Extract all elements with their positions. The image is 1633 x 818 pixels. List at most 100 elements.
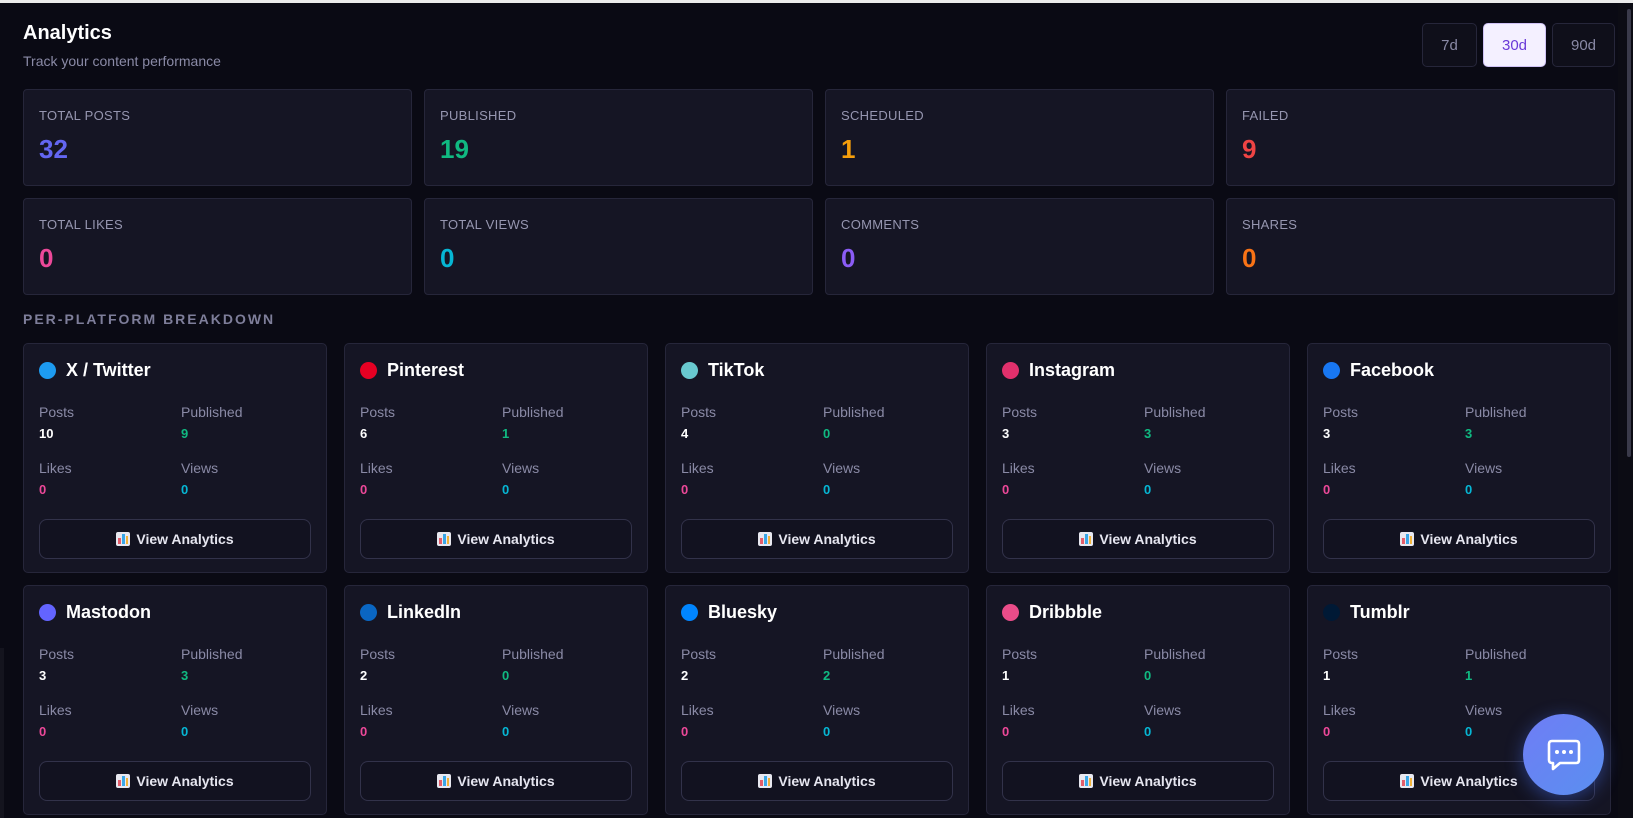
- likes-metric: Likes 0: [681, 702, 714, 739]
- stat-value: 0: [1242, 243, 1257, 273]
- published-metric: Published 3: [1465, 404, 1527, 441]
- platform-color-dot-icon: [360, 362, 377, 379]
- views-label: Views: [181, 702, 219, 718]
- view-analytics-button[interactable]: View Analytics: [360, 761, 632, 801]
- views-label: Views: [1144, 702, 1182, 718]
- posts-metric: Posts 3: [1002, 404, 1037, 441]
- view-analytics-button[interactable]: View Analytics: [39, 761, 311, 801]
- likes-metric: Likes 0: [1323, 702, 1356, 739]
- posts-label: Posts: [681, 404, 717, 420]
- likes-value: 0: [360, 724, 368, 739]
- published-value: 1: [502, 426, 510, 441]
- views-label: Views: [502, 460, 540, 476]
- range-30d-button[interactable]: 30d: [1483, 23, 1546, 67]
- platform-header: Tumblr: [1323, 602, 1410, 623]
- views-value: 0: [502, 482, 510, 497]
- likes-metric: Likes 0: [39, 460, 72, 497]
- bar-chart-icon: [437, 532, 452, 546]
- bar-chart-icon: [758, 532, 773, 546]
- platform-name: TikTok: [708, 360, 765, 380]
- posts-metric: Posts 3: [39, 646, 74, 683]
- platform-card-instagram: Instagram Posts 3 Published 3 Likes 0 Views 0 Vie…: [986, 343, 1290, 573]
- published-value: 3: [1144, 426, 1152, 441]
- likes-metric: Likes 0: [1002, 460, 1035, 497]
- summary-stats: TOTAL POSTS 32 PUBLISHED 19 SCHEDULED 1 FAILED…: [23, 89, 1615, 295]
- view-analytics-button[interactable]: View Analytics: [681, 519, 953, 559]
- views-metric: Views 0: [823, 460, 860, 497]
- likes-label: Likes: [1323, 702, 1356, 718]
- platform-name: Dribbble: [1029, 602, 1103, 622]
- platform-card-pinterest: Pinterest Posts 6 Published 1 Likes 0 Views 0 Vie…: [344, 343, 648, 573]
- platform-color-dot-icon: [681, 362, 698, 379]
- likes-metric: Likes 0: [360, 702, 393, 739]
- posts-metric: Posts 1: [1323, 646, 1358, 683]
- platform-color-dot-icon: [681, 604, 698, 621]
- chat-button[interactable]: [1523, 714, 1604, 795]
- stat-label: TOTAL VIEWS: [440, 217, 530, 232]
- scrollbar-track[interactable]: [1618, 3, 1633, 818]
- page-header: Analytics Track your content performance…: [23, 3, 1615, 88]
- stat-card: SCHEDULED 1: [825, 89, 1214, 186]
- published-value: 9: [181, 426, 189, 441]
- published-label: Published: [502, 646, 564, 662]
- posts-value: 3: [1323, 426, 1331, 441]
- chat-icon: [1547, 739, 1580, 770]
- view-analytics-button[interactable]: View Analytics: [1323, 519, 1595, 559]
- platform-name: X / Twitter: [66, 360, 151, 380]
- date-range-selector: 7d 30d 90d: [1422, 23, 1615, 67]
- views-label: Views: [1144, 460, 1182, 476]
- view-analytics-label: View Analytics: [136, 531, 234, 547]
- posts-value: 3: [39, 668, 47, 683]
- platform-color-dot-icon: [1002, 362, 1019, 379]
- views-label: Views: [823, 460, 861, 476]
- likes-label: Likes: [39, 702, 72, 718]
- posts-metric: Posts 10: [39, 404, 74, 441]
- posts-label: Posts: [1323, 404, 1359, 420]
- views-label: Views: [181, 460, 219, 476]
- stat-card: FAILED 9: [1226, 89, 1615, 186]
- posts-label: Posts: [1002, 404, 1038, 420]
- likes-label: Likes: [681, 460, 714, 476]
- view-analytics-button[interactable]: View Analytics: [681, 761, 953, 801]
- stat-label: PUBLISHED: [440, 108, 517, 123]
- section-title: PER-PLATFORM BREAKDOWN: [23, 311, 276, 327]
- range-7d-button[interactable]: 7d: [1422, 23, 1477, 67]
- view-analytics-button[interactable]: View Analytics: [1002, 519, 1274, 559]
- view-analytics-label: View Analytics: [457, 531, 555, 547]
- stat-label: SCHEDULED: [841, 108, 924, 123]
- view-analytics-button[interactable]: View Analytics: [39, 519, 311, 559]
- view-analytics-button[interactable]: View Analytics: [1002, 761, 1274, 801]
- platform-header: Dribbble: [1002, 602, 1102, 623]
- platform-color-dot-icon: [1002, 604, 1019, 621]
- likes-value: 0: [39, 482, 47, 497]
- stat-value: 0: [39, 243, 54, 273]
- posts-label: Posts: [1002, 646, 1038, 662]
- posts-label: Posts: [360, 404, 396, 420]
- platform-color-dot-icon: [1323, 604, 1340, 621]
- stat-card: SHARES 0: [1226, 198, 1615, 295]
- likes-label: Likes: [1002, 460, 1035, 476]
- platform-header: TikTok: [681, 360, 764, 381]
- range-90d-button[interactable]: 90d: [1552, 23, 1615, 67]
- published-label: Published: [1465, 404, 1527, 420]
- published-metric: Published 0: [502, 646, 564, 683]
- views-metric: Views 0: [823, 702, 860, 739]
- stat-value: 0: [841, 243, 856, 273]
- posts-label: Posts: [39, 404, 75, 420]
- bar-chart-icon: [1400, 774, 1415, 788]
- window-top-border: [0, 0, 1633, 3]
- bar-chart-icon: [758, 774, 773, 788]
- views-metric: Views 0: [1465, 702, 1502, 739]
- likes-value: 0: [681, 482, 689, 497]
- platform-header: LinkedIn: [360, 602, 461, 623]
- views-label: Views: [1465, 460, 1503, 476]
- scrollbar-thumb[interactable]: [1627, 9, 1631, 457]
- view-analytics-button[interactable]: View Analytics: [360, 519, 632, 559]
- bar-chart-icon: [437, 774, 452, 788]
- view-analytics-label: View Analytics: [1099, 773, 1197, 789]
- stat-value: 9: [1242, 134, 1257, 164]
- views-value: 0: [181, 724, 189, 739]
- views-label: Views: [823, 702, 861, 718]
- posts-value: 2: [681, 668, 689, 683]
- view-analytics-label: View Analytics: [778, 773, 876, 789]
